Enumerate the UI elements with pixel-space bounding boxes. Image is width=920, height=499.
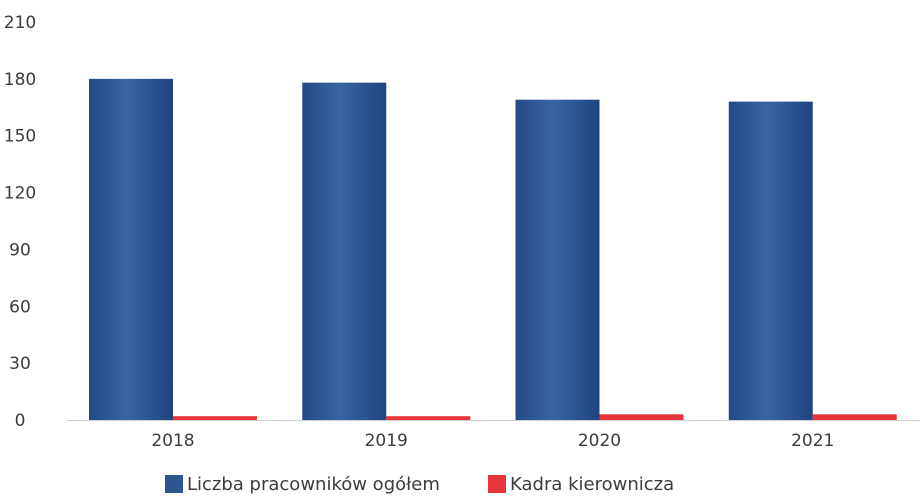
bar-liczba-pracownikow-2019 bbox=[302, 82, 387, 421]
x-axis: 2018 2019 2020 2021 bbox=[67, 420, 920, 451]
y-axis: 0 30 60 90 120 150 180 210 bbox=[4, 13, 36, 431]
bar-liczba-pracownikow-2018 bbox=[89, 78, 173, 420]
legend-label: Liczba pracowników ogółem bbox=[187, 474, 440, 495]
bar-kadra-kierownicza-2020 bbox=[599, 414, 684, 420]
x-tick-label: 2020 bbox=[578, 431, 621, 451]
bar-kadra-kierownicza-2019 bbox=[386, 416, 471, 420]
bar-kadra-kierownicza-2021 bbox=[812, 414, 897, 420]
bar-liczba-pracownikow-2021 bbox=[728, 101, 813, 420]
bar-liczba-pracownikow-2020 bbox=[515, 99, 600, 420]
x-tick-label: 2021 bbox=[791, 431, 834, 451]
bar-kadra-kierownicza-2018 bbox=[173, 416, 257, 420]
x-tick-label: 2019 bbox=[365, 431, 408, 451]
y-tick-label: 180 bbox=[4, 70, 36, 90]
legend-swatch bbox=[488, 475, 506, 493]
legend-swatch bbox=[165, 475, 183, 493]
y-tick-label: 150 bbox=[4, 127, 36, 147]
y-tick-label: 90 bbox=[9, 240, 31, 260]
y-tick-label: 0 bbox=[15, 411, 26, 431]
y-tick-label: 60 bbox=[9, 297, 31, 317]
y-tick-label: 120 bbox=[4, 184, 36, 204]
x-tick-label: 2018 bbox=[151, 431, 194, 451]
bars bbox=[89, 78, 897, 421]
y-tick-label: 210 bbox=[4, 13, 36, 33]
legend-label: Kadra kierownicza bbox=[510, 474, 674, 495]
y-tick-label: 30 bbox=[9, 354, 31, 374]
legend: Liczba pracowników ogółem Kadra kierownic… bbox=[165, 474, 674, 495]
